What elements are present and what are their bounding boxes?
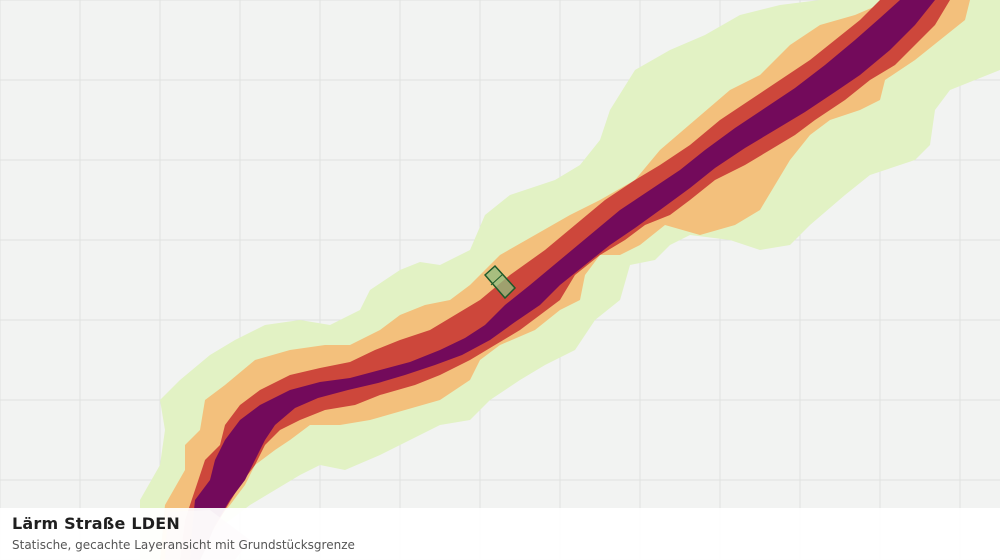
map-title: Lärm Straße LDEN	[12, 514, 180, 533]
noise-bands	[140, 0, 1000, 560]
parcel-divider	[490, 273, 504, 286]
parcel-polygon[interactable]	[483, 264, 517, 300]
noise-band-purple	[190, 0, 935, 560]
map-subtitle: Statische, gecachte Layeransicht mit Gru…	[12, 538, 355, 552]
parcel-boundary[interactable]	[483, 264, 517, 300]
map-caption: Lärm Straße LDEN Statische, gecachte Lay…	[0, 508, 1000, 560]
